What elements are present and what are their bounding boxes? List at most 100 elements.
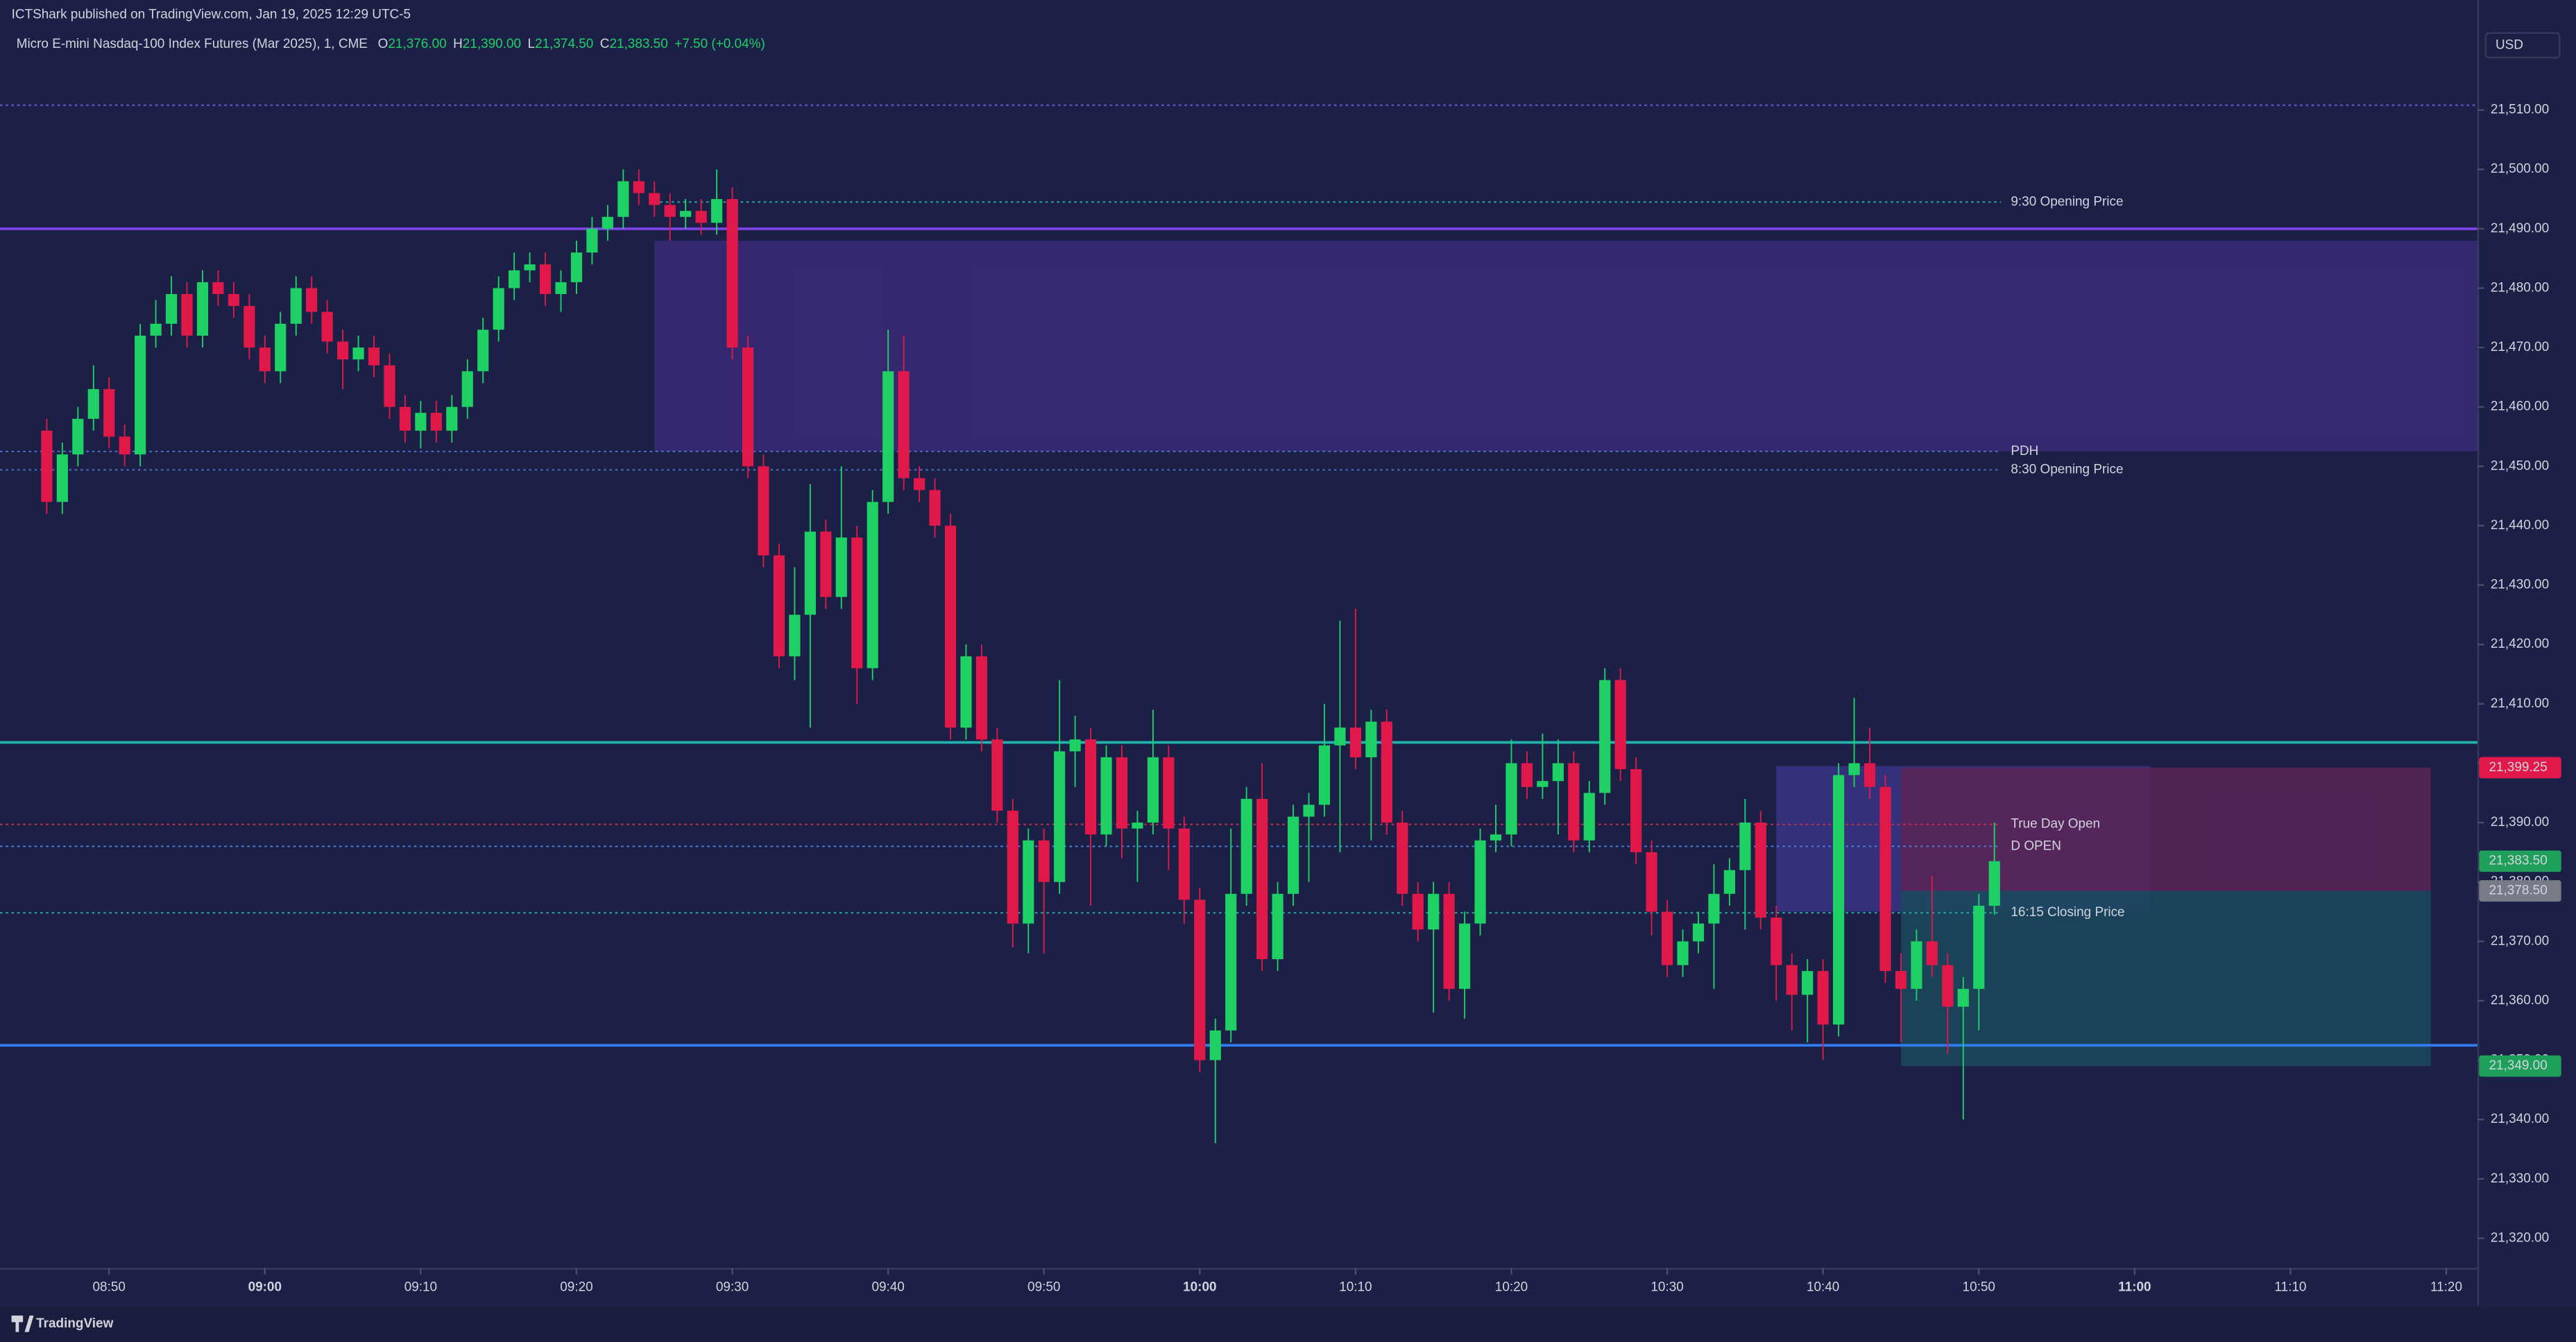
candle	[1895, 953, 1907, 1042]
candle-body	[1303, 805, 1315, 817]
candle-body	[509, 270, 520, 289]
candle-body	[41, 430, 53, 502]
candle	[41, 418, 53, 514]
candle-body	[1163, 757, 1175, 829]
candle	[1957, 977, 1969, 1120]
candle-body	[306, 288, 318, 312]
candle-body	[1521, 763, 1533, 787]
x-tick-label: 08:50	[93, 1280, 126, 1295]
candle-body	[461, 371, 473, 407]
candle-body	[1988, 861, 2000, 906]
candle	[1256, 763, 1268, 972]
candle	[602, 205, 613, 241]
candle-body	[680, 211, 692, 217]
candle-body	[165, 294, 178, 324]
candle	[1739, 798, 1751, 930]
candle-body	[196, 282, 209, 336]
level-label: PDH	[2011, 444, 2038, 458]
candle-body	[929, 490, 941, 526]
candle	[1942, 953, 1954, 1055]
candle	[509, 252, 520, 300]
candle-body	[1708, 893, 1720, 924]
candle-body	[1926, 941, 1938, 965]
brand: TradingView	[36, 1316, 113, 1331]
candle	[835, 466, 847, 609]
candle	[1443, 881, 1455, 1001]
candle	[1802, 959, 1814, 1042]
candle-body	[399, 406, 411, 431]
candle	[1552, 739, 1564, 835]
candle-body	[1412, 893, 1424, 930]
candle	[1771, 905, 1782, 1001]
candle-body	[212, 282, 224, 295]
candle-body	[1178, 828, 1190, 900]
candle	[1537, 733, 1549, 799]
candle-body	[789, 614, 801, 657]
candle-body	[352, 347, 364, 360]
currency-box[interactable]	[2484, 32, 2561, 59]
candle	[337, 329, 349, 390]
candle-body	[1879, 786, 1891, 972]
candle	[384, 353, 395, 419]
candle	[929, 478, 941, 538]
symbol: Micro E-mini Nasdaq-100 Index Futures (M…	[17, 37, 368, 51]
y-tick-label: 21,490.00	[2491, 221, 2549, 236]
candle	[1209, 1018, 1221, 1144]
y-tick-label: 21,360.00	[2491, 993, 2549, 1008]
candle-body	[1614, 680, 1626, 770]
candle	[212, 270, 224, 307]
candle-body	[228, 294, 239, 307]
change: +7.50 (+0.04%)	[674, 37, 765, 51]
candle-body	[586, 228, 598, 253]
candle-body	[477, 329, 489, 372]
candle	[1692, 911, 1705, 954]
candle-body	[1692, 923, 1705, 942]
candle-body	[290, 288, 302, 324]
candle	[1723, 858, 1735, 906]
candle-body	[1443, 893, 1455, 989]
currency[interactable]: USD	[2496, 37, 2523, 52]
candle	[1755, 810, 1766, 930]
candle	[1708, 864, 1720, 989]
candle	[991, 728, 1003, 823]
candle	[1505, 739, 1517, 847]
candle	[399, 395, 411, 443]
candle-body	[1771, 918, 1782, 965]
candle-body	[135, 335, 146, 455]
candle	[275, 311, 287, 384]
candle	[586, 216, 598, 265]
candle-body	[1038, 840, 1050, 882]
candle-body	[1848, 763, 1860, 775]
candle-body	[1334, 728, 1346, 746]
candle-body	[1661, 911, 1673, 965]
candle-body	[975, 656, 987, 740]
candle	[570, 240, 583, 295]
candle-body	[758, 466, 769, 556]
candle-body	[742, 347, 754, 467]
candle	[1240, 786, 1252, 906]
candle-body	[275, 323, 287, 372]
ohlc-key: H	[453, 37, 463, 51]
ohlc-key: L	[528, 37, 536, 51]
candle	[913, 466, 926, 502]
candle	[1116, 745, 1128, 859]
candle-body	[1225, 893, 1237, 1031]
y-tick-label: 21,410.00	[2491, 696, 2549, 711]
candle-body	[1349, 728, 1361, 757]
x-tick-label: 10:30	[1650, 1280, 1683, 1295]
candle-body	[1739, 823, 1751, 870]
publisher: ICTShark published on TradingView.com, J…	[12, 7, 411, 21]
candle	[867, 490, 878, 680]
x-tick-label: 09:40	[871, 1280, 904, 1295]
candle	[539, 252, 552, 307]
candle-body	[524, 264, 536, 270]
candle	[711, 169, 723, 235]
candle-body	[555, 282, 567, 295]
footer	[0, 1307, 2576, 1342]
candle-body	[1069, 739, 1081, 752]
y-tick-label: 21,480.00	[2491, 280, 2549, 295]
candle-body	[1723, 870, 1735, 894]
level-label: 9:30 Opening Price	[2011, 194, 2123, 209]
candle-body	[1802, 971, 1814, 995]
candle-body	[1646, 852, 1657, 912]
